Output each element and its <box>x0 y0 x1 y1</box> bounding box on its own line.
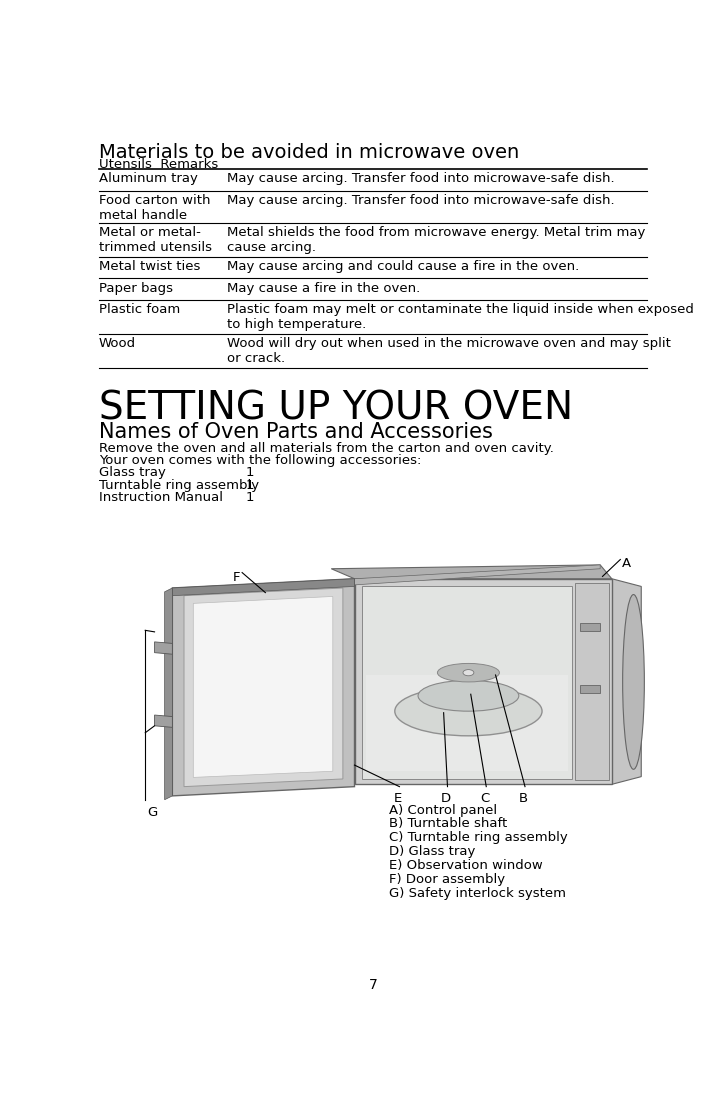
Text: E: E <box>394 792 402 805</box>
Text: Names of Oven Parts and Accessories: Names of Oven Parts and Accessories <box>99 422 493 441</box>
Text: May cause arcing. Transfer food into microwave-safe dish.: May cause arcing. Transfer food into mic… <box>226 173 614 185</box>
Text: E) Observation window: E) Observation window <box>389 859 543 872</box>
Text: 7: 7 <box>368 978 378 993</box>
Text: A) Control panel: A) Control panel <box>389 803 497 817</box>
Text: G) Safety interlock system: G) Safety interlock system <box>389 887 566 900</box>
Text: Metal twist ties: Metal twist ties <box>99 260 200 273</box>
Text: 1: 1 <box>246 479 255 491</box>
Text: D) Glass tray: D) Glass tray <box>389 846 476 858</box>
Polygon shape <box>184 588 343 786</box>
Text: Your oven comes with the following accessories:: Your oven comes with the following acces… <box>99 455 421 467</box>
Polygon shape <box>165 588 173 800</box>
Polygon shape <box>612 579 641 784</box>
Ellipse shape <box>418 681 519 711</box>
Text: Metal or metal-
trimmed utensils: Metal or metal- trimmed utensils <box>99 226 212 254</box>
Text: A: A <box>622 557 631 570</box>
Text: Paper bags: Paper bags <box>99 282 173 294</box>
Text: Instruction Manual: Instruction Manual <box>99 491 223 504</box>
Ellipse shape <box>395 686 542 736</box>
Polygon shape <box>194 596 333 778</box>
Ellipse shape <box>438 664 499 682</box>
Text: C: C <box>480 792 489 805</box>
Text: May cause arcing and could cause a fire in the oven.: May cause arcing and could cause a fire … <box>226 260 579 273</box>
Text: May cause arcing. Transfer food into microwave-safe dish.: May cause arcing. Transfer food into mic… <box>226 194 614 207</box>
Text: Wood will dry out when used in the microwave oven and may split
or crack.: Wood will dry out when used in the micro… <box>226 336 670 365</box>
Text: Materials to be avoided in microwave oven: Materials to be avoided in microwave ove… <box>99 143 519 162</box>
Text: Plastic foam: Plastic foam <box>99 303 180 316</box>
Text: F) Door assembly: F) Door assembly <box>389 873 505 886</box>
Text: 1: 1 <box>246 491 255 504</box>
Text: D: D <box>441 792 451 805</box>
Text: F: F <box>233 571 240 584</box>
Polygon shape <box>154 715 173 727</box>
Bar <box>580 624 600 632</box>
Text: Utensils  Remarks: Utensils Remarks <box>99 158 218 172</box>
Ellipse shape <box>463 670 474 676</box>
Text: SETTING UP YOUR OVEN: SETTING UP YOUR OVEN <box>99 389 573 428</box>
Text: C) Turntable ring assembly: C) Turntable ring assembly <box>389 831 568 844</box>
Text: Aluminum tray: Aluminum tray <box>99 173 197 185</box>
Bar <box>363 586 571 779</box>
Polygon shape <box>173 579 355 795</box>
Polygon shape <box>355 565 600 585</box>
Polygon shape <box>173 579 355 596</box>
Text: Metal shields the food from microwave energy. Metal trim may
cause arcing.: Metal shields the food from microwave en… <box>226 226 645 254</box>
Bar <box>355 579 612 784</box>
Bar <box>366 675 568 771</box>
Text: Remove the oven and all materials from the carton and oven cavity.: Remove the oven and all materials from t… <box>99 441 553 455</box>
Text: Glass tray: Glass tray <box>99 467 166 479</box>
Text: G: G <box>147 805 157 819</box>
Polygon shape <box>331 565 612 579</box>
Text: Plastic foam may melt or contaminate the liquid inside when exposed
to high temp: Plastic foam may melt or contaminate the… <box>226 303 694 331</box>
Text: Wood: Wood <box>99 336 136 350</box>
Text: May cause a fire in the oven.: May cause a fire in the oven. <box>226 282 420 294</box>
Text: Turntable ring assembly: Turntable ring assembly <box>99 479 259 491</box>
Text: B: B <box>519 792 528 805</box>
Ellipse shape <box>622 595 644 770</box>
Bar <box>580 685 600 693</box>
Bar <box>575 583 609 781</box>
Text: 1: 1 <box>246 467 255 479</box>
Text: B) Turntable shaft: B) Turntable shaft <box>389 818 507 830</box>
Polygon shape <box>154 642 173 654</box>
Text: Food carton with
metal handle: Food carton with metal handle <box>99 194 210 222</box>
